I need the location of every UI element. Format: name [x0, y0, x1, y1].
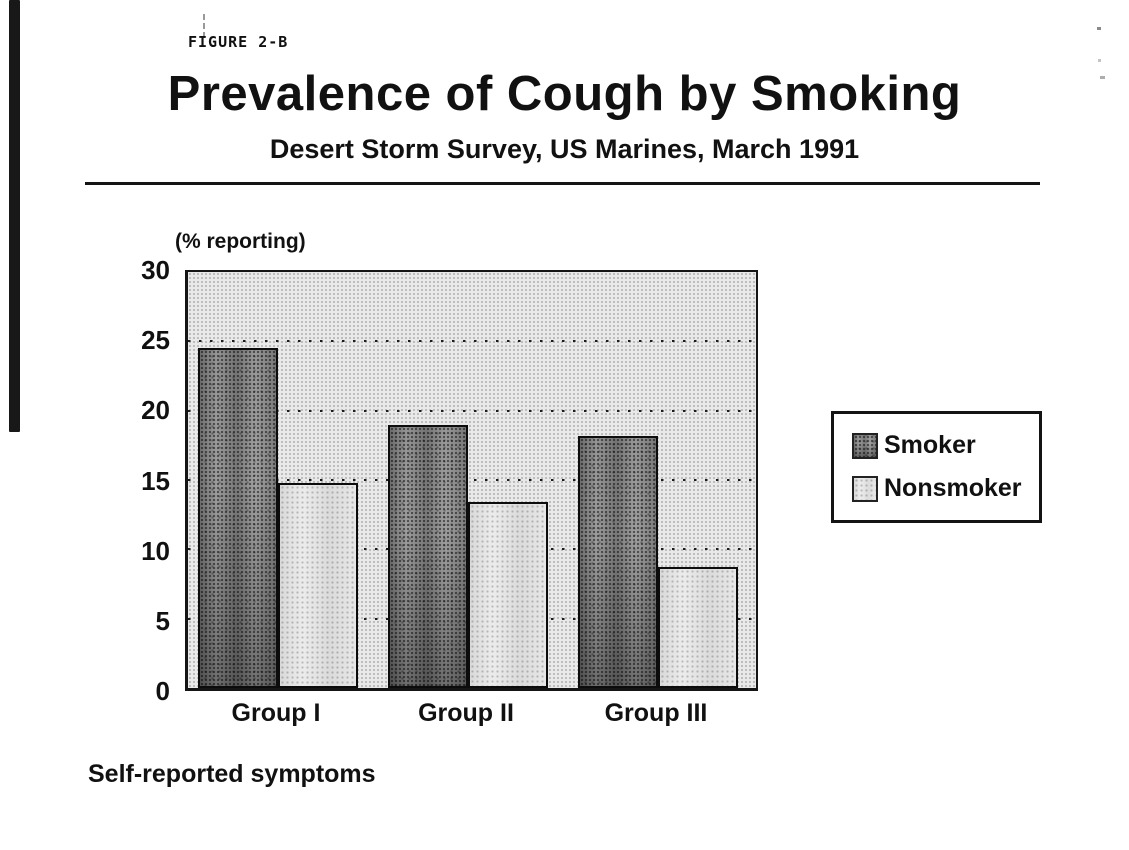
bar-smoker-group-iii	[578, 435, 658, 688]
legend-item-nonsmoker: Nonsmoker	[852, 474, 1039, 503]
legend-item-smoker: Smoker	[852, 431, 1039, 460]
y-axis-unit-label: (% reporting)	[175, 230, 306, 253]
y-tick-label-30: 30	[141, 255, 170, 285]
x-axis-label-group-ii: Group II	[418, 699, 514, 727]
y-tick-label-15: 15	[141, 465, 170, 496]
x-axis-labels: Group I Group II Group III	[185, 699, 758, 729]
legend-swatch-nonsmoker	[852, 475, 878, 502]
y-tick-label-25: 25	[141, 325, 170, 356]
gridline-25	[188, 340, 756, 343]
y-tick-label-20: 20	[141, 395, 170, 426]
gridline-15	[188, 479, 756, 481]
bar-nonsmoker-group-i	[278, 482, 358, 688]
x-axis-label-group-iii: Group III	[604, 699, 708, 727]
legend-box: Smoker Nonsmoker	[831, 411, 1042, 523]
figure-label: FIGURE 2-B	[188, 33, 289, 51]
scan-noise-speck	[1097, 27, 1101, 30]
y-tick-label-0: 0	[155, 676, 170, 706]
header-divider	[85, 182, 1040, 185]
y-axis-tick-labels: 0 5 10 15 20 25 30	[120, 257, 178, 704]
chart-title: Prevalence of Cough by Smoking	[167, 67, 962, 121]
x-axis-label-group-i: Group I	[231, 699, 321, 727]
legend-swatch-smoker	[852, 432, 878, 459]
gridline-20	[188, 409, 756, 412]
plot-area	[185, 270, 758, 691]
y-tick-label-5: 5	[155, 605, 170, 636]
legend-label-smoker: Smoker	[884, 431, 976, 459]
y-tick-label-10: 10	[141, 535, 170, 566]
bar-nonsmoker-group-iii	[658, 567, 738, 688]
legend-label-nonsmoker: Nonsmoker	[884, 474, 1022, 502]
bar-smoker-group-ii	[388, 424, 468, 688]
footnote: Self-reported symptoms	[88, 760, 376, 788]
scan-edge-strip	[9, 0, 20, 432]
scan-noise-speck	[1098, 59, 1101, 62]
scan-fold-mark	[203, 14, 205, 38]
bar-nonsmoker-group-ii	[468, 502, 548, 688]
bar-smoker-group-i	[198, 348, 278, 688]
scan-noise-speck	[1100, 76, 1105, 79]
chart-subtitle: Desert Storm Survey, US Marines, March 1…	[269, 134, 860, 164]
